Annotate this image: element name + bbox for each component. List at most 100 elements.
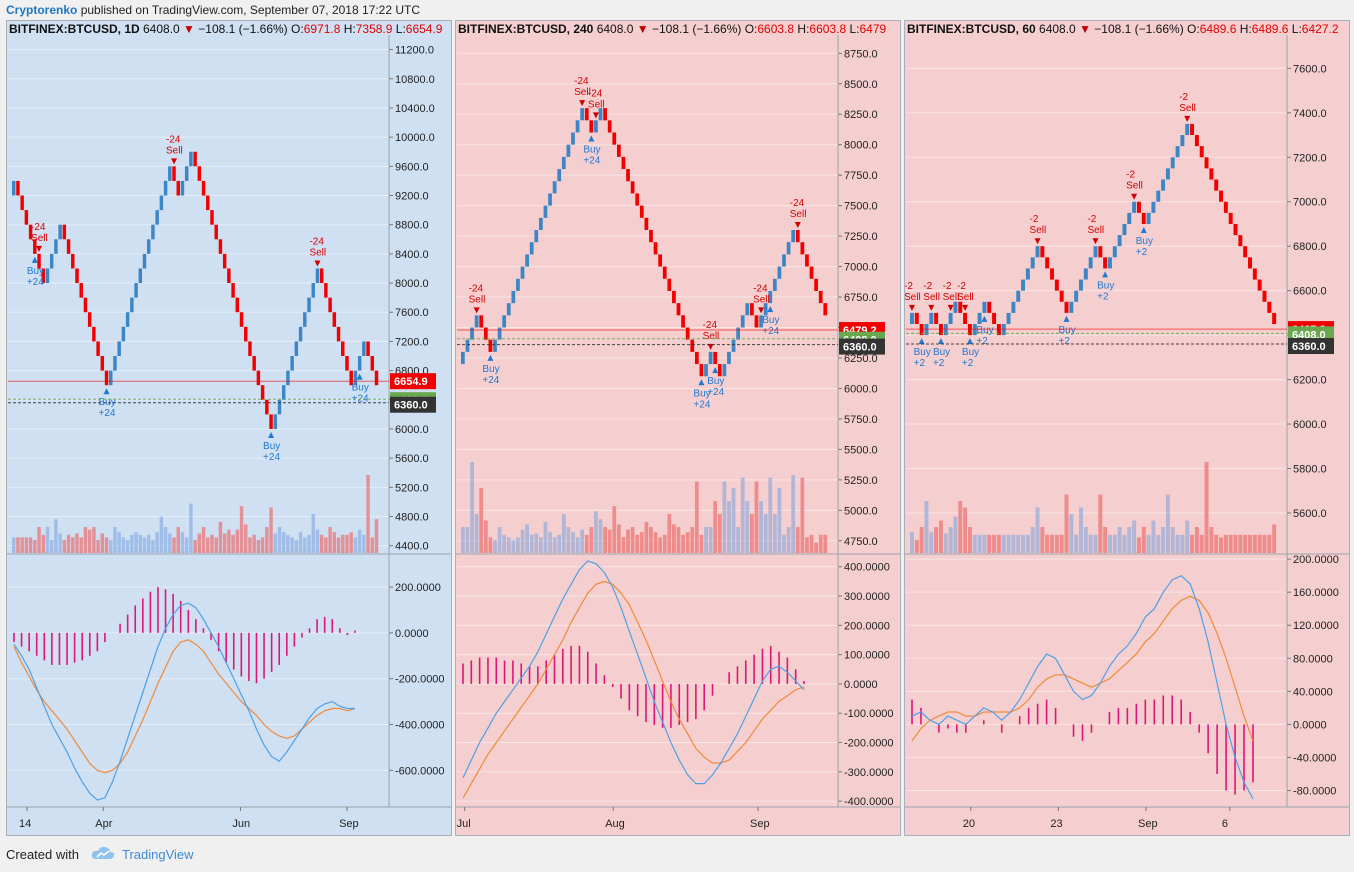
renko-brick <box>41 268 45 284</box>
renko-brick <box>754 315 759 328</box>
tradingview-cloud-icon[interactable] <box>91 841 115 871</box>
volume-bar <box>1107 534 1112 553</box>
volume-bar <box>155 532 159 553</box>
sell-signal-label: Sell <box>31 233 48 244</box>
renko-brick <box>575 120 580 133</box>
volume-bar <box>740 477 745 553</box>
volume-bar <box>483 520 488 553</box>
renko-brick <box>750 303 754 316</box>
renko-brick <box>759 315 763 328</box>
renko-brick <box>45 268 50 284</box>
renko-brick <box>349 370 353 386</box>
renko-brick <box>1117 235 1122 247</box>
header-part-3: −108.1 (−1.66%) <box>649 22 745 36</box>
renko-brick <box>96 341 100 357</box>
renko-brick <box>1175 146 1180 158</box>
renko-brick <box>58 224 62 240</box>
renko-brick <box>54 239 58 254</box>
volume-bar <box>571 532 575 553</box>
volume-bar <box>366 475 370 553</box>
header-part-2: ▼ <box>637 22 649 36</box>
header-part-1: 6408.0 <box>593 22 636 36</box>
volume-bar <box>676 527 681 553</box>
renko-brick <box>1248 257 1252 269</box>
chart-panel-60[interactable]: BITFINEX:BTCUSD, 60 6408.0 ▼ −108.1 (−1.… <box>904 20 1350 836</box>
macd-line <box>13 602 355 801</box>
renko-brick <box>649 230 653 243</box>
volume-bar <box>37 527 41 553</box>
volume-bar <box>919 527 924 553</box>
macd-tick-label: 200.0000 <box>1293 554 1339 566</box>
volume-bar <box>239 506 244 553</box>
volume-bar <box>1083 527 1088 553</box>
volume-bar <box>104 537 109 553</box>
volume-bar <box>1122 534 1127 553</box>
macd-tick-label: 80.0000 <box>1293 653 1333 665</box>
chart-background <box>7 21 451 835</box>
header-part-8: L: <box>1288 22 1301 36</box>
renko-brick <box>227 268 231 284</box>
price-tag <box>390 373 436 390</box>
renko-brick <box>189 151 193 167</box>
volume-bar <box>548 532 552 553</box>
buy-arrow-icon <box>1063 315 1070 322</box>
renko-brick <box>731 339 736 352</box>
header-part-7: 6489.6 <box>1252 22 1289 36</box>
volume-bar <box>307 534 311 553</box>
macd-line <box>911 574 1254 799</box>
volume-bar <box>134 532 138 553</box>
sell-signal-label: Sell <box>469 294 486 305</box>
renko-brick <box>1156 190 1161 202</box>
volume-bar <box>336 537 341 553</box>
renko-brick <box>130 297 134 313</box>
volume-bar <box>1141 527 1146 553</box>
header-part-3: −108.1 (−1.66%) <box>1091 22 1187 36</box>
renko-brick <box>37 253 41 269</box>
author-link[interactable]: Cryptorenko <box>6 3 78 17</box>
renko-brick <box>1252 268 1257 280</box>
volume-bar <box>754 481 759 553</box>
volume-bar <box>265 527 269 553</box>
renko-brick <box>1098 246 1103 258</box>
renko-brick <box>566 144 571 157</box>
header-part-2: ▼ <box>1079 22 1091 36</box>
time-tick-label: Aug <box>605 818 625 830</box>
renko-brick <box>598 108 603 121</box>
price-tick-label: 7500.0 <box>844 201 878 213</box>
volume-bar <box>1180 534 1185 553</box>
volume-bar <box>672 524 676 553</box>
volume-bar <box>461 527 465 553</box>
chart-panel-1d[interactable]: BITFINEX:BTCUSD, 1D 6408.0 ▼ −108.1 (−1.… <box>6 20 452 836</box>
tradingview-link[interactable]: TradingView <box>122 847 194 862</box>
buy-arrow-icon <box>356 373 363 380</box>
renko-brick <box>1219 190 1224 202</box>
renko-brick <box>502 315 507 328</box>
renko-brick <box>662 266 667 279</box>
volume-bar <box>934 527 939 553</box>
price-tick-label: 7400.0 <box>1293 108 1327 120</box>
sell-signal-label: -24 <box>469 283 484 294</box>
sell-signal-label: -24 <box>753 283 768 294</box>
renko-brick <box>1223 201 1228 213</box>
chart-panel-240[interactable]: BITFINEX:BTCUSD, 240 6408.0 ▼ −108.1 (−1… <box>455 20 901 836</box>
renko-brick <box>315 268 320 284</box>
symbol-header: BITFINEX:BTCUSD, 60 6408.0 ▼ −108.1 (−1.… <box>907 22 1339 36</box>
volume-bar <box>260 537 265 553</box>
renko-brick <box>800 242 805 255</box>
volume-bar <box>1045 534 1050 553</box>
volume-bar <box>315 529 320 553</box>
price-tick-label: 9600.0 <box>395 161 429 173</box>
buy-signal-label: Buy <box>27 266 44 277</box>
volume-bar <box>543 521 548 553</box>
renko-brick <box>1165 168 1170 180</box>
header-part-8: L: <box>846 22 859 36</box>
volume-bar <box>71 537 75 553</box>
renko-brick <box>948 312 953 325</box>
price-tick-label: 8500.0 <box>844 79 878 91</box>
volume-bar <box>87 529 92 553</box>
volume-bar <box>1223 534 1228 553</box>
volume-bar <box>1112 534 1117 553</box>
renko-brick <box>269 414 273 429</box>
renko-brick <box>1262 290 1267 302</box>
volume-bar <box>823 534 828 553</box>
